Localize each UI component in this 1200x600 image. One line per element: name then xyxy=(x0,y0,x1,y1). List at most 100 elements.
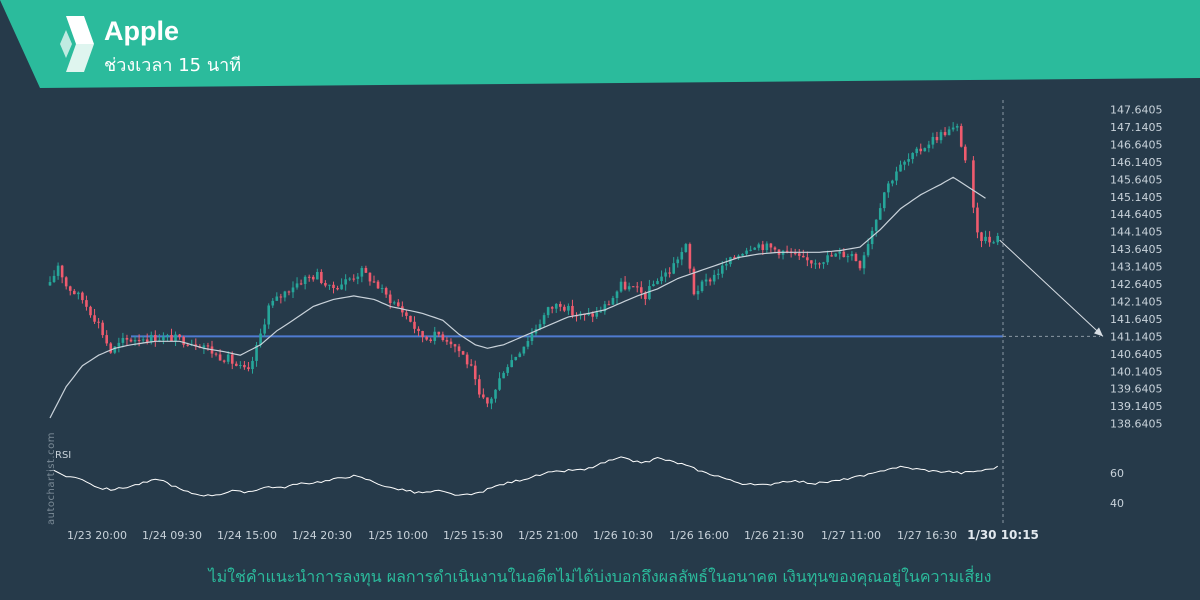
candle xyxy=(959,123,963,148)
candle xyxy=(664,268,667,283)
y-tick-label: 142.1405 xyxy=(1110,295,1163,308)
candle xyxy=(494,389,497,403)
y-tick-label: 143.1405 xyxy=(1110,261,1163,274)
candle xyxy=(615,290,619,304)
instrument-title: Apple xyxy=(104,16,180,46)
header-banner xyxy=(0,0,1200,88)
candle xyxy=(595,306,599,319)
candle xyxy=(708,277,712,286)
candle xyxy=(141,336,145,343)
candle xyxy=(453,343,457,353)
candle xyxy=(878,203,882,220)
candle xyxy=(907,153,910,166)
candle xyxy=(623,276,627,291)
candle xyxy=(854,252,858,262)
candle xyxy=(753,247,756,251)
candle xyxy=(263,318,266,337)
candle xyxy=(522,346,526,356)
candle xyxy=(445,337,449,345)
x-tick-label: 1/26 16:00 xyxy=(669,529,729,542)
candle xyxy=(255,341,258,367)
rsi-label: RSI xyxy=(55,450,71,461)
candle xyxy=(457,343,461,358)
candle xyxy=(951,122,955,132)
x-tick-label: 1/25 21:00 xyxy=(518,529,578,542)
candle xyxy=(113,346,117,355)
candle xyxy=(425,335,428,341)
candle xyxy=(506,364,509,376)
candle xyxy=(984,230,987,244)
candle xyxy=(935,131,939,144)
candle xyxy=(603,300,607,315)
candle xyxy=(68,285,72,296)
candle xyxy=(409,315,412,323)
candle xyxy=(810,260,813,269)
candle xyxy=(656,278,659,285)
candle xyxy=(328,284,331,290)
candle xyxy=(360,265,364,283)
y-tick-label: 142.6405 xyxy=(1110,278,1163,291)
candle xyxy=(757,242,761,251)
candle xyxy=(765,241,769,253)
candle xyxy=(781,249,785,260)
candle xyxy=(943,127,947,137)
y-tick-label: 147.6405 xyxy=(1110,104,1163,117)
candle xyxy=(518,351,522,358)
candle xyxy=(862,251,866,275)
candle xyxy=(749,245,752,252)
candle xyxy=(473,360,477,386)
candle xyxy=(441,331,445,342)
candle xyxy=(870,227,874,250)
candle xyxy=(316,268,319,280)
candle xyxy=(52,270,56,283)
candle xyxy=(850,251,854,261)
x-tick-label: 1/24 15:00 xyxy=(217,529,277,542)
candle xyxy=(721,261,724,278)
candle xyxy=(550,306,554,314)
candle xyxy=(559,301,562,312)
watermark: autochartist.com xyxy=(46,432,57,525)
candle xyxy=(81,291,84,304)
candle xyxy=(976,202,979,239)
candle xyxy=(818,262,821,269)
candle xyxy=(417,326,420,337)
candle xyxy=(465,352,469,369)
candle xyxy=(680,247,684,266)
y-tick-label: 141.6405 xyxy=(1110,313,1163,326)
candle xyxy=(980,231,983,248)
candle xyxy=(635,282,639,293)
candle xyxy=(814,259,817,269)
autochartist-chevron-logo xyxy=(60,16,94,72)
candle xyxy=(955,123,959,132)
candle xyxy=(405,309,408,320)
candle xyxy=(154,330,157,347)
candle xyxy=(162,332,165,345)
candle xyxy=(320,269,323,285)
candle xyxy=(356,272,360,285)
candle xyxy=(291,281,295,298)
candle xyxy=(992,240,995,244)
y-tick-label: 147.1405 xyxy=(1110,121,1163,134)
candle xyxy=(931,132,935,149)
candle xyxy=(97,317,100,329)
candle xyxy=(364,265,368,274)
x-tick-label: 1/25 10:00 xyxy=(368,529,428,542)
candle xyxy=(137,334,141,347)
candle xyxy=(170,328,173,342)
candle xyxy=(299,279,303,286)
candle xyxy=(672,257,675,275)
candle xyxy=(235,361,238,367)
candle xyxy=(700,279,704,293)
candle xyxy=(939,129,943,144)
candle xyxy=(619,278,623,293)
candle xyxy=(773,246,777,253)
candle xyxy=(287,290,291,296)
candle xyxy=(858,260,862,271)
candle xyxy=(368,272,372,286)
candle xyxy=(461,350,465,355)
candle xyxy=(101,320,104,338)
forecast-arrowhead xyxy=(1094,327,1103,337)
candle xyxy=(449,338,453,349)
candle xyxy=(899,160,902,172)
